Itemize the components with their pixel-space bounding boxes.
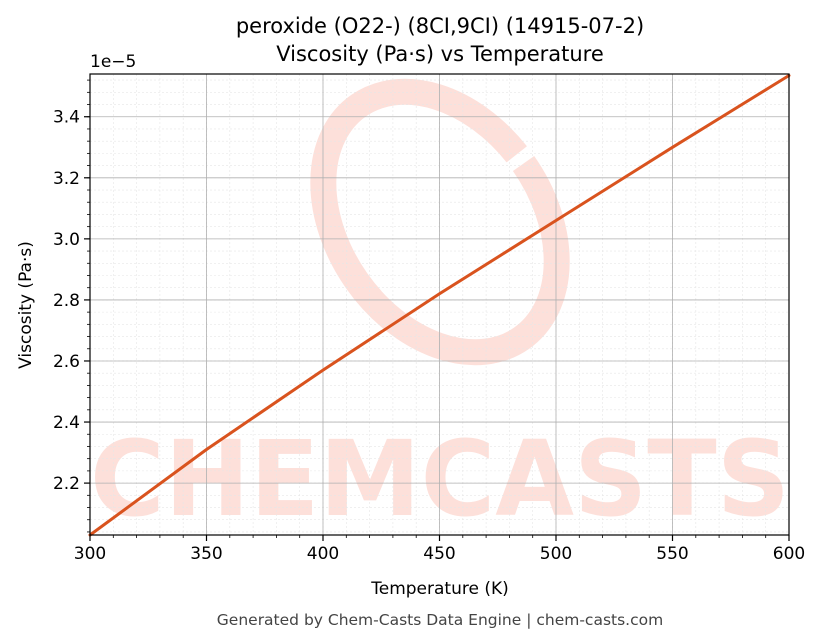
y-tick-label: 3.2 — [53, 169, 80, 189]
x-tick-label: 350 — [190, 544, 222, 564]
y-axis-label: Viscosity (Pa·s) — [16, 241, 36, 369]
x-tick-label: 500 — [540, 544, 572, 564]
tick-labels: 300 350 400 450 500 550 600 2.2 2.4 2.6 2.8 3.0 3.2 3… — [53, 108, 805, 564]
chart-title-line1: peroxide (O22-) (8CI,9CI) (14915-07-2) — [236, 14, 644, 38]
watermark-text: CHEMCASTS — [90, 418, 790, 540]
ticks — [84, 79, 790, 541]
x-axis-label: Temperature (K) — [370, 579, 509, 599]
y-tick-label: 2.6 — [53, 352, 80, 372]
footer-text: Generated by Chem-Casts Data Engine | ch… — [217, 611, 663, 629]
x-tick-label: 300 — [74, 544, 106, 564]
y-tick-label: 2.4 — [53, 413, 80, 433]
x-tick-label: 400 — [307, 544, 339, 564]
y-tick-label: 3.4 — [53, 108, 80, 128]
series-line — [88, 74, 791, 537]
x-tick-label: 600 — [773, 544, 805, 564]
y-offset-text: 1e−5 — [90, 52, 136, 72]
x-tick-label: 550 — [656, 544, 688, 564]
y-tick-label: 3.0 — [53, 230, 80, 250]
x-tick-label: 450 — [423, 544, 455, 564]
chart-title-line2: Viscosity (Pa·s) vs Temperature — [276, 42, 604, 66]
y-tick-label: 2.8 — [53, 291, 80, 311]
series-group — [88, 74, 791, 537]
y-tick-label: 2.2 — [53, 474, 80, 494]
